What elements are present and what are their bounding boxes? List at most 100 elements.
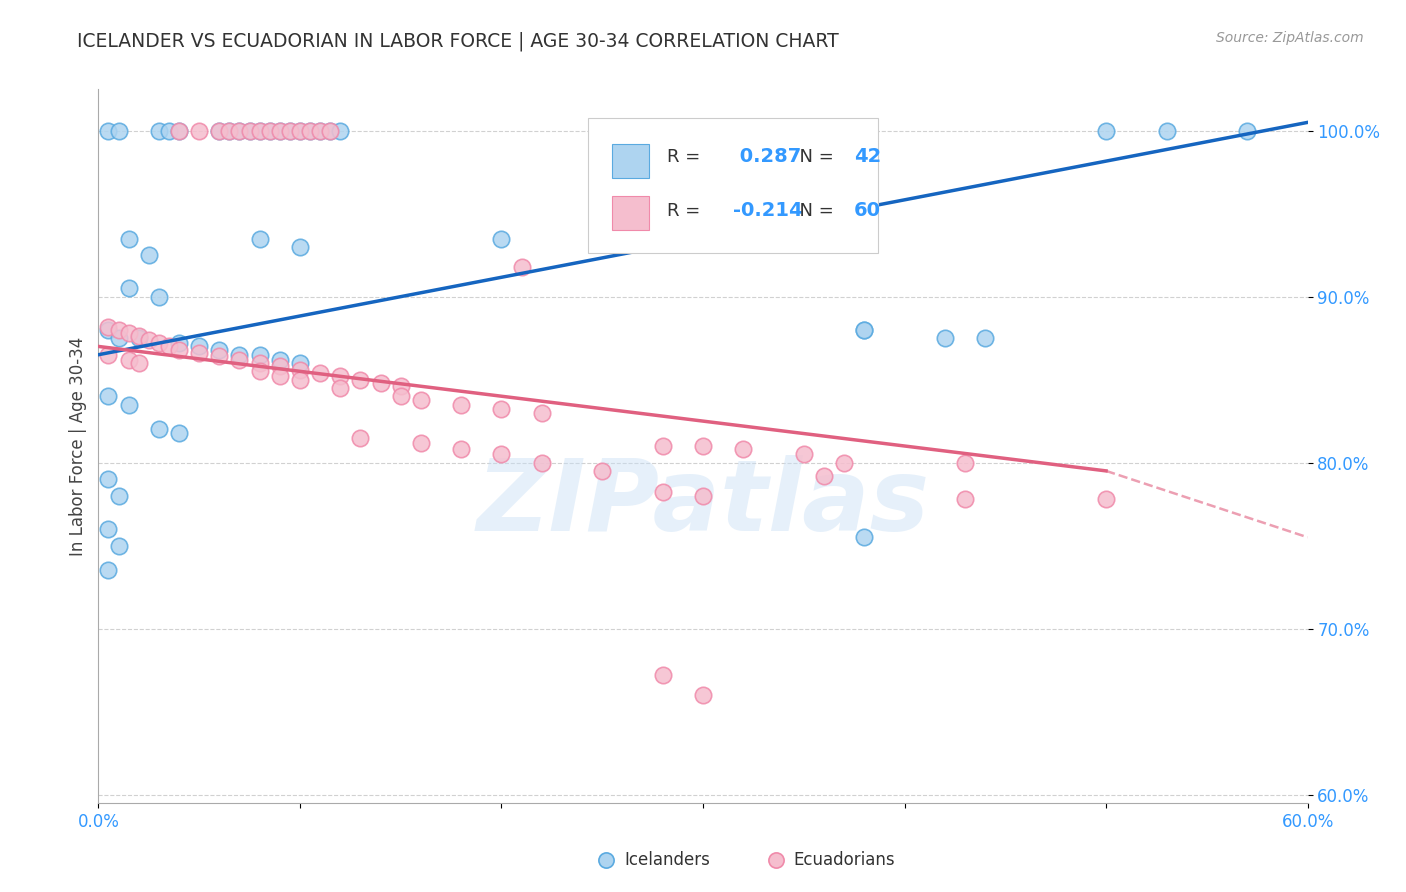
Point: [259, 124, 281, 138]
Point: [188, 346, 211, 360]
Text: Ecuadorians: Ecuadorians: [793, 851, 896, 869]
Point: [167, 336, 190, 351]
Point: [269, 124, 291, 138]
Point: [228, 348, 250, 362]
Text: 60: 60: [855, 201, 882, 220]
Point: [167, 425, 190, 440]
Point: [309, 124, 332, 138]
Point: [1156, 124, 1178, 138]
Point: [208, 124, 231, 138]
Point: [228, 352, 250, 367]
Point: [389, 379, 412, 393]
Point: [530, 406, 553, 420]
Point: [97, 564, 120, 578]
Text: Source: ZipAtlas.com: Source: ZipAtlas.com: [1216, 31, 1364, 45]
Point: [97, 389, 120, 403]
Point: [299, 124, 322, 138]
Point: [138, 333, 160, 347]
Point: [167, 343, 190, 357]
Point: [269, 124, 291, 138]
Point: [491, 447, 513, 461]
Point: [349, 431, 371, 445]
Point: [269, 359, 291, 374]
Point: [651, 668, 673, 682]
Point: [148, 290, 170, 304]
Point: [118, 326, 141, 340]
Point: [974, 331, 997, 345]
Point: [1095, 492, 1118, 507]
Point: [651, 485, 673, 500]
Text: N =: N =: [787, 148, 839, 166]
Point: [107, 323, 129, 337]
Point: [118, 397, 141, 411]
Text: Icelanders: Icelanders: [624, 851, 710, 869]
Point: [853, 323, 876, 337]
Point: [813, 468, 835, 483]
Point: [299, 124, 322, 138]
Point: [188, 339, 211, 353]
Point: [128, 356, 150, 370]
Point: [148, 336, 170, 351]
Point: [1236, 124, 1258, 138]
Point: [370, 376, 392, 390]
Point: [208, 343, 231, 357]
Point: [228, 124, 250, 138]
Point: [389, 389, 412, 403]
Point: [138, 248, 160, 262]
Point: [97, 323, 120, 337]
Text: ZIPatlas: ZIPatlas: [477, 455, 929, 551]
Y-axis label: In Labor Force | Age 30-34: In Labor Force | Age 30-34: [69, 336, 87, 556]
Point: [208, 350, 231, 364]
Point: [157, 339, 180, 353]
Point: [288, 240, 311, 254]
Point: [107, 489, 129, 503]
Text: 42: 42: [855, 147, 882, 167]
Point: [249, 356, 271, 370]
Point: [97, 472, 120, 486]
Point: [953, 492, 976, 507]
Point: [853, 323, 876, 337]
Point: [450, 442, 472, 457]
Point: [832, 456, 855, 470]
Point: [491, 231, 513, 245]
Point: [591, 223, 613, 237]
Point: [409, 392, 432, 407]
Point: [97, 319, 120, 334]
Point: [692, 688, 714, 702]
Point: [953, 456, 976, 470]
Point: [491, 402, 513, 417]
Point: [107, 124, 129, 138]
Point: [118, 231, 141, 245]
Point: [288, 362, 311, 376]
Point: [269, 352, 291, 367]
Point: [349, 373, 371, 387]
Point: [157, 124, 180, 138]
Point: [148, 124, 170, 138]
Point: [107, 539, 129, 553]
Point: [510, 260, 533, 274]
Point: [249, 348, 271, 362]
Text: -0.214: -0.214: [734, 201, 803, 220]
Point: [288, 124, 311, 138]
Point: [128, 329, 150, 343]
Point: [97, 522, 120, 536]
Point: [128, 331, 150, 345]
Point: [934, 331, 956, 345]
Text: N =: N =: [787, 202, 839, 219]
Text: ICELANDER VS ECUADORIAN IN LABOR FORCE | AGE 30-34 CORRELATION CHART: ICELANDER VS ECUADORIAN IN LABOR FORCE |…: [77, 31, 839, 51]
Point: [97, 124, 120, 138]
Point: [269, 369, 291, 384]
Point: [329, 381, 352, 395]
Point: [278, 124, 301, 138]
Point: [218, 124, 240, 138]
Point: [329, 124, 352, 138]
Point: [591, 464, 613, 478]
Point: [97, 348, 120, 362]
Point: [107, 331, 129, 345]
Point: [208, 124, 231, 138]
Point: [259, 124, 281, 138]
Point: [239, 124, 262, 138]
Point: [692, 439, 714, 453]
Point: [288, 124, 311, 138]
Point: [651, 439, 673, 453]
